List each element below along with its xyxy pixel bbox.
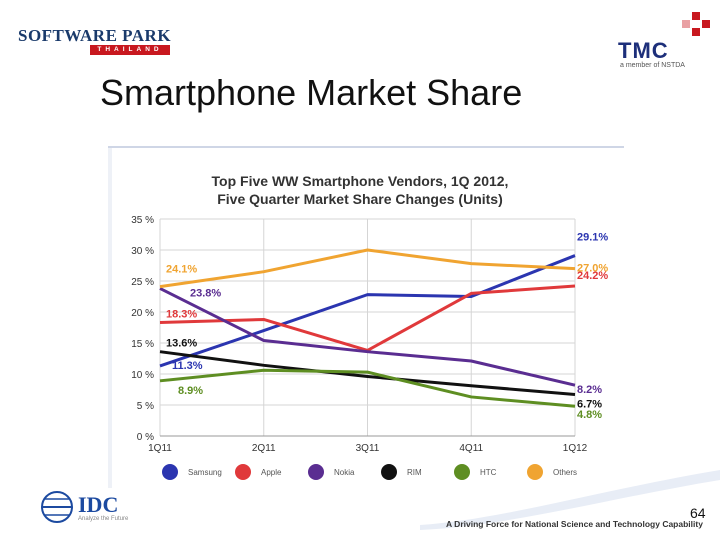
software-park-logo-subtext: THAILAND (90, 45, 170, 55)
idc-logo: IDC Analyze the Future (40, 490, 150, 530)
series-line-rim (159, 350, 576, 396)
legend-marker-others (527, 464, 543, 480)
software-park-logo-text: SOFTWARE PARK (18, 26, 172, 45)
page-title: Smartphone Market Share (100, 72, 523, 113)
page-number: 64 (690, 505, 706, 521)
end-label-nokia: 8.2% (577, 384, 602, 396)
start-label-apple: 18.3% (166, 309, 197, 321)
title-rule (108, 146, 624, 148)
start-label-samsung: 11.3% (172, 360, 203, 372)
x-tick-label: 1Q12 (563, 443, 588, 454)
series-line-htc (159, 368, 576, 408)
tmc-logo-subtext: a member of NSTDA (620, 62, 685, 69)
series-line-samsung (159, 254, 576, 368)
x-tick-label: 1Q11 (148, 443, 172, 454)
start-label-nokia: 23.8% (190, 287, 221, 299)
legend-label-samsung: Samsung (188, 468, 222, 477)
start-label-rim: 13.6% (166, 338, 197, 350)
tmc-logo-mark (682, 12, 710, 36)
side-accent-bar (108, 148, 112, 488)
idc-logo-subtext: Analyze the Future (78, 516, 129, 522)
legend-label-nokia: Nokia (334, 468, 355, 477)
y-tick-label: 5 % (137, 401, 154, 412)
footer-swoosh (420, 470, 720, 530)
series-line-others (159, 248, 576, 289)
series-line-nokia (159, 287, 576, 387)
tmc-logo-text: TMC (618, 38, 669, 63)
x-tick-label: 3Q11 (356, 443, 380, 454)
market-share-chart: Top Five WW Smartphone Vendors, 1Q 2012,… (131, 173, 608, 480)
end-label-rim: 6.7% (577, 398, 602, 410)
chart-subtitle: Five Quarter Market Share Changes (Units… (217, 191, 503, 207)
y-tick-label: 0 % (137, 432, 154, 443)
legend-label-rim: RIM (407, 468, 422, 477)
legend-label-apple: Apple (261, 468, 282, 477)
y-tick-label: 25 % (131, 277, 154, 288)
legend-label-htc: HTC (480, 468, 497, 477)
y-tick-label: 35 % (131, 215, 154, 226)
chart-title: Top Five WW Smartphone Vendors, 1Q 2012, (212, 173, 509, 189)
end-label-samsung: 29.1% (577, 232, 608, 244)
end-label-apple: 24.2% (577, 270, 608, 282)
software-park-logo: SOFTWARE PARK THAILAND (12, 22, 172, 60)
legend-marker-rim (381, 464, 397, 480)
end-label-htc: 4.8% (577, 409, 602, 421)
legend-marker-nokia (308, 464, 324, 480)
legend-marker-htc (454, 464, 470, 480)
y-tick-label: 10 % (131, 370, 154, 381)
idc-globe-icon (41, 491, 73, 523)
legend-marker-apple (235, 464, 251, 480)
start-label-others: 24.1% (166, 264, 197, 276)
idc-logo-text: IDC (78, 492, 119, 517)
y-tick-label: 20 % (131, 308, 154, 319)
footer-tagline: A Driving Force for National Science and… (446, 519, 703, 529)
x-tick-label: 2Q11 (252, 443, 276, 454)
x-tick-label: 4Q11 (459, 443, 483, 454)
end-label-others: 27.0% (577, 263, 608, 275)
y-tick-label: 30 % (131, 246, 154, 257)
legend-label-others: Others (553, 468, 577, 477)
tmc-logo: TMC a member of NSTDA (612, 10, 722, 70)
y-tick-label: 15 % (131, 339, 154, 350)
legend-marker-samsung (162, 464, 178, 480)
start-label-htc: 8.9% (178, 385, 203, 397)
